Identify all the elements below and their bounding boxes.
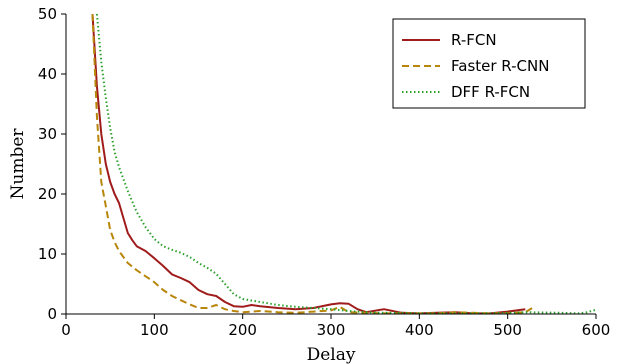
x-axis-ticks: 0 100 200 300 400 500 600 xyxy=(61,314,610,339)
legend-label-faster-r-cnn: Faster R-CNN xyxy=(451,57,549,75)
y-axis-title: Number xyxy=(8,128,28,200)
y-tick-label: 10 xyxy=(38,245,57,263)
x-tick-label: 400 xyxy=(405,321,434,339)
x-tick-label: 200 xyxy=(228,321,257,339)
y-tick-label: 30 xyxy=(38,125,57,143)
y-tick-label: 50 xyxy=(38,5,57,23)
x-tick-label: 600 xyxy=(582,321,611,339)
legend-label-r-fcn: R-FCN xyxy=(451,31,497,49)
y-tick-label: 0 xyxy=(47,305,57,323)
legend-label-dff-r-fcn: DFF R-FCN xyxy=(451,83,530,101)
x-tick-label: 0 xyxy=(61,321,71,339)
y-tick-label: 20 xyxy=(38,185,57,203)
legend: R-FCN Faster R-CNN DFF R-FCN xyxy=(392,18,586,109)
legend-box xyxy=(392,18,586,109)
x-axis-title: Delay xyxy=(307,345,356,364)
y-axis-ticks: 0 10 20 30 40 50 xyxy=(38,5,66,323)
plot-lines xyxy=(91,13,597,315)
y-tick-label: 40 xyxy=(38,65,57,83)
series-line-dff-r-fcn xyxy=(95,13,597,315)
x-tick-label: 100 xyxy=(140,321,169,339)
x-tick-label: 300 xyxy=(317,321,346,339)
x-tick-label: 500 xyxy=(493,321,522,339)
